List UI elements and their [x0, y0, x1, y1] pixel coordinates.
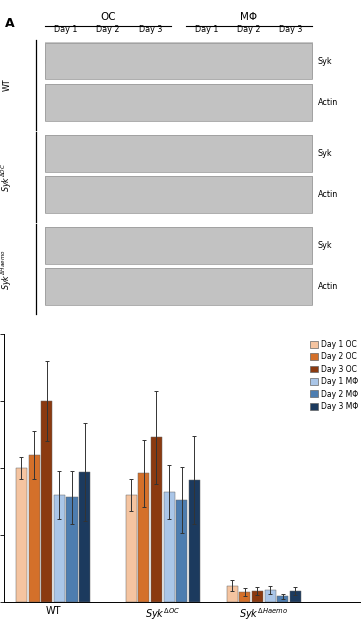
Bar: [45, 268, 312, 305]
Bar: [265, 589, 276, 602]
Bar: [54, 495, 65, 602]
Bar: [45, 43, 312, 79]
Text: $Syk^{\Delta OC}$: $Syk^{\Delta OC}$: [0, 163, 15, 192]
Bar: [151, 437, 162, 602]
Bar: [290, 591, 301, 602]
Text: Day 1: Day 1: [195, 26, 218, 35]
Bar: [189, 480, 200, 602]
Bar: [66, 497, 78, 602]
Text: Day 2: Day 2: [237, 26, 261, 35]
Text: Actin: Actin: [317, 190, 338, 199]
Text: OC: OC: [100, 12, 116, 22]
Text: Day 3: Day 3: [139, 26, 162, 35]
Bar: [41, 401, 52, 602]
Text: Day 1: Day 1: [54, 26, 78, 35]
Bar: [28, 454, 40, 602]
Text: Day 3: Day 3: [280, 26, 303, 35]
Bar: [45, 135, 312, 172]
Bar: [126, 495, 137, 602]
Legend: Day 1 OC, Day 2 OC, Day 3 OC, Day 1 MΦ, Day 2 MΦ, Day 3 MΦ: Day 1 OC, Day 2 OC, Day 3 OC, Day 1 MΦ, …: [308, 338, 360, 413]
Text: Syk: Syk: [317, 241, 332, 250]
Text: Syk: Syk: [317, 56, 332, 65]
Text: Actin: Actin: [317, 282, 338, 291]
Text: $Syk^{\Delta Haemo}$: $Syk^{\Delta Haemo}$: [0, 249, 15, 290]
Bar: [79, 472, 90, 602]
Text: Actin: Actin: [317, 98, 338, 107]
Bar: [45, 84, 312, 121]
Text: WT: WT: [3, 79, 12, 92]
Bar: [176, 500, 187, 602]
Bar: [45, 227, 312, 264]
Bar: [252, 591, 263, 602]
Bar: [227, 586, 238, 602]
Bar: [16, 468, 27, 602]
Text: MΦ: MΦ: [240, 12, 257, 22]
Text: A: A: [5, 17, 15, 31]
Text: Day 2: Day 2: [96, 26, 120, 35]
Text: Syk: Syk: [317, 148, 332, 157]
Bar: [277, 596, 288, 602]
Bar: [138, 474, 149, 602]
Bar: [239, 592, 250, 602]
Bar: [45, 176, 312, 213]
Bar: [163, 492, 175, 602]
